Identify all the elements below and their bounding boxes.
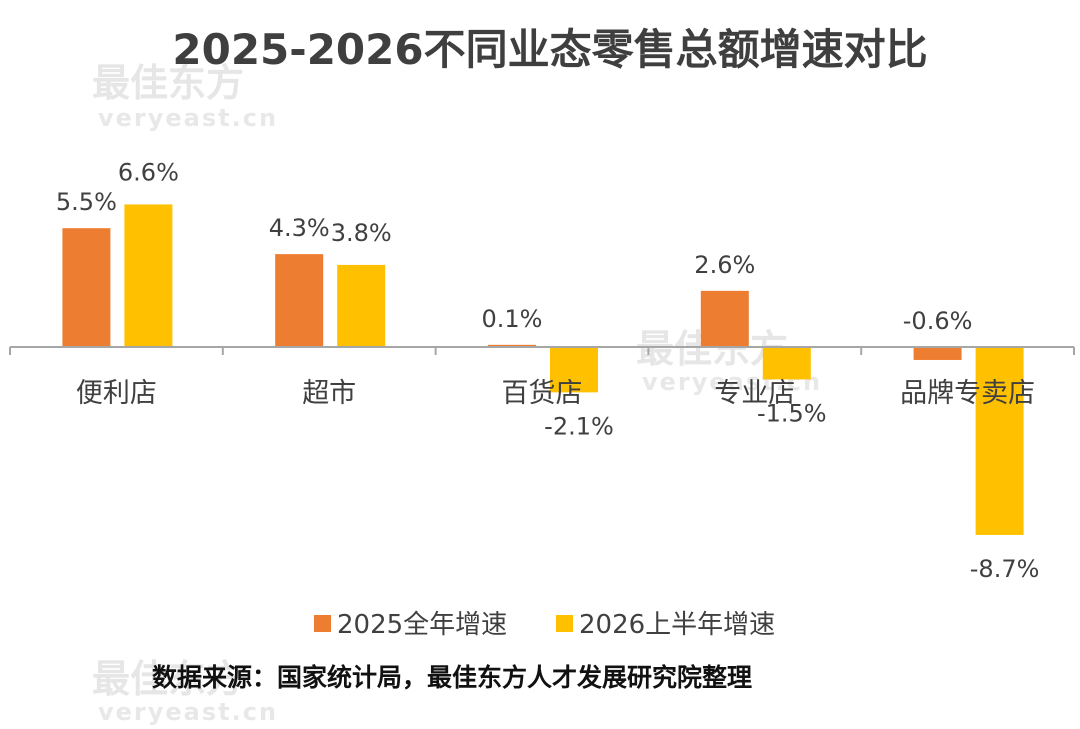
legend-swatch-2025 [314,615,331,632]
watermark-en: veryeast.cn [98,104,278,132]
bar-2026-2 [550,347,598,393]
chart-title: 2025-2026不同业态零售总额增速对比 [172,25,927,74]
data-label-2025-4: -0.6% [903,307,973,335]
bar-2025-0 [62,228,111,347]
category-label: 专业店 [714,378,795,409]
data-label-2025-1: 4.3% [269,214,330,242]
legend: 2025全年增速 2026上半年增速 [314,610,775,640]
bar-2025-3 [700,290,749,347]
data-label-2026-4: -8.7% [970,555,1040,583]
data-label-2025-3: 2.6% [694,251,755,279]
legend-swatch-2026 [556,615,573,632]
data-label-2026-1: 3.8% [331,219,392,247]
category-label: 品牌专卖店 [900,378,1035,409]
legend-label-2025: 2025全年增速 [337,610,507,640]
watermark-bottom-left: 最佳东方 veryeast.cn [92,657,278,726]
source-note: 数据来源：国家统计局，最佳东方人才发展研究院整理 [152,663,752,692]
bar-2025-1 [275,254,324,347]
data-label-2026-0: 6.6% [118,158,179,186]
bar-2026-3 [762,347,811,380]
data-label-2026-3: -1.5% [757,399,827,427]
bar-2025-4 [913,347,962,360]
data-label-2025-0: 5.5% [56,188,117,216]
category-label: 超市 [302,378,356,409]
legend-label-2026: 2026上半年增速 [579,610,775,640]
bar-2026-4 [975,347,1024,535]
watermark-en: veryeast.cn [98,698,278,726]
watermark-cn: 最佳东方 [92,657,244,701]
data-label-2026-2: -2.1% [544,412,614,440]
watermark-cn: 最佳东方 [92,61,244,105]
plot-area: 便利店 超市 百货店 专业店 品牌专卖店 5.5% 4.3% 0.1% 2.6% -0.6% 6.6… [9,158,1075,583]
watermark-top-left: 最佳东方 veryeast.cn [92,61,278,132]
category-label: 便利店 [76,378,157,409]
data-label-2025-2: 0.1% [482,305,543,333]
bar-2026-0 [124,204,173,347]
category-label: 百货店 [502,378,583,409]
bar-2026-1 [337,264,386,347]
bar-2025-2 [488,344,536,347]
